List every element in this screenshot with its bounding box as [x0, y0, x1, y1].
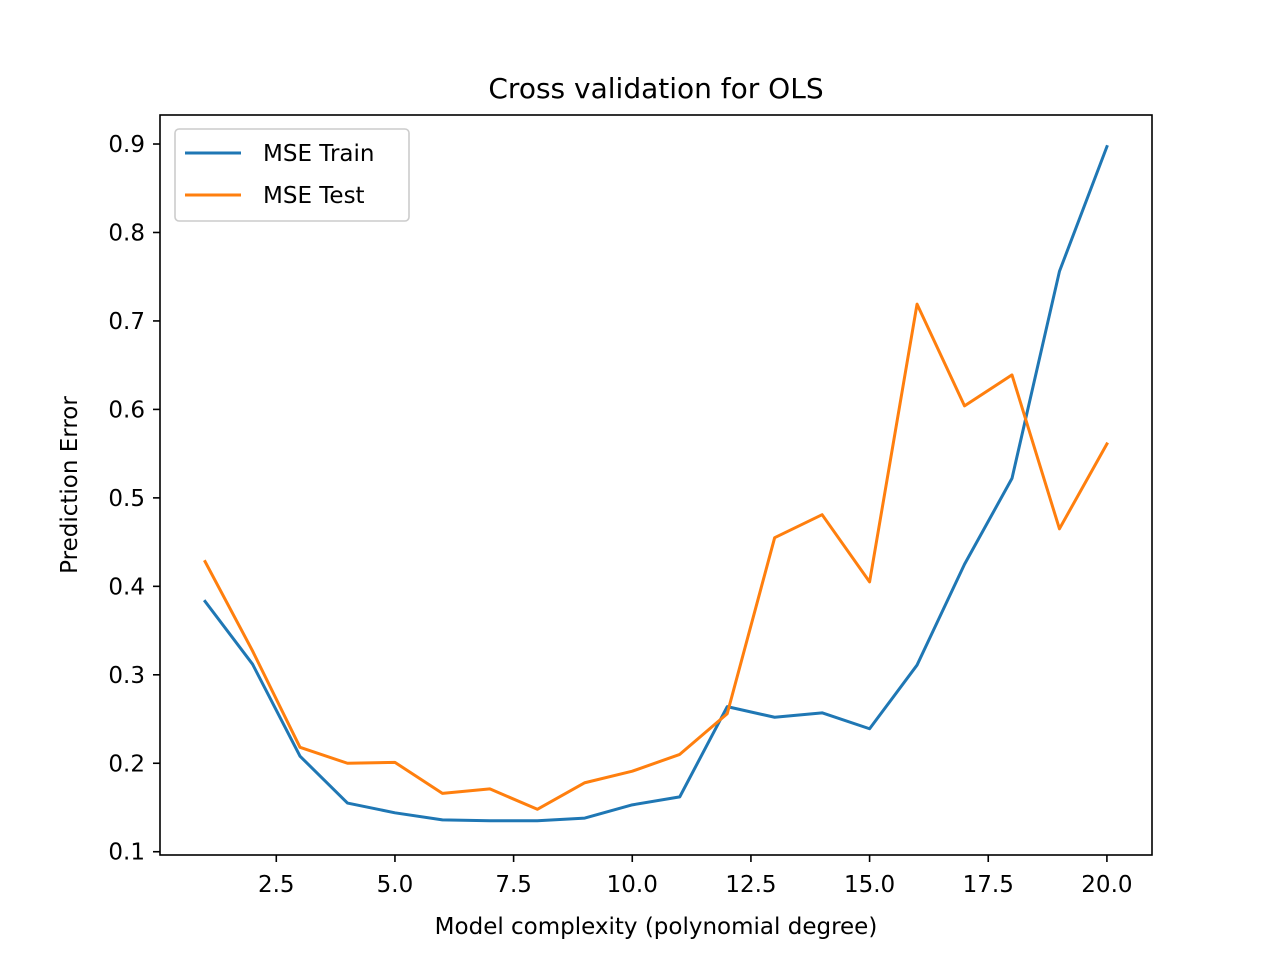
y-tick-label: 0.5: [108, 486, 145, 512]
legend-label-test: MSE Test: [263, 183, 365, 209]
axes-frame: [159, 114, 1153, 856]
series-line-train: [202, 144, 1109, 823]
x-tick-label: 20.0: [1081, 872, 1132, 898]
y-tick-label: 0.6: [108, 397, 145, 423]
y-tick-label: 0.3: [108, 663, 145, 689]
x-tick-label: 5.0: [377, 872, 414, 898]
x-tick-label: 10.0: [607, 872, 658, 898]
chart-title: Cross validation for OLS: [488, 72, 823, 105]
x-tick-label: 17.5: [963, 872, 1014, 898]
y-axis-label: Prediction Error: [57, 396, 83, 574]
x-tick-label: 7.5: [495, 872, 532, 898]
y-tick-label: 0.1: [108, 840, 145, 866]
y-tick-label: 0.9: [108, 132, 145, 158]
legend-label-train: MSE Train: [263, 141, 374, 167]
y-tick-label: 0.4: [108, 574, 145, 600]
y-tick-label: 0.8: [108, 220, 145, 246]
y-tick-label: 0.7: [108, 309, 145, 335]
y-tick-label: 0.2: [108, 751, 145, 777]
x-tick-label: 2.5: [258, 872, 295, 898]
x-tick-label: 12.5: [725, 872, 776, 898]
x-tick-label: 15.0: [844, 872, 895, 898]
plot-area: 2.5 5.0 7.5 10.0 12.5 15.0 17.5 20.0 0.1 0.2 0.3 0.…: [108, 114, 1153, 898]
x-axis-label: Model complexity (polynomial degree): [435, 914, 878, 940]
series-line-test: [203, 302, 1109, 811]
